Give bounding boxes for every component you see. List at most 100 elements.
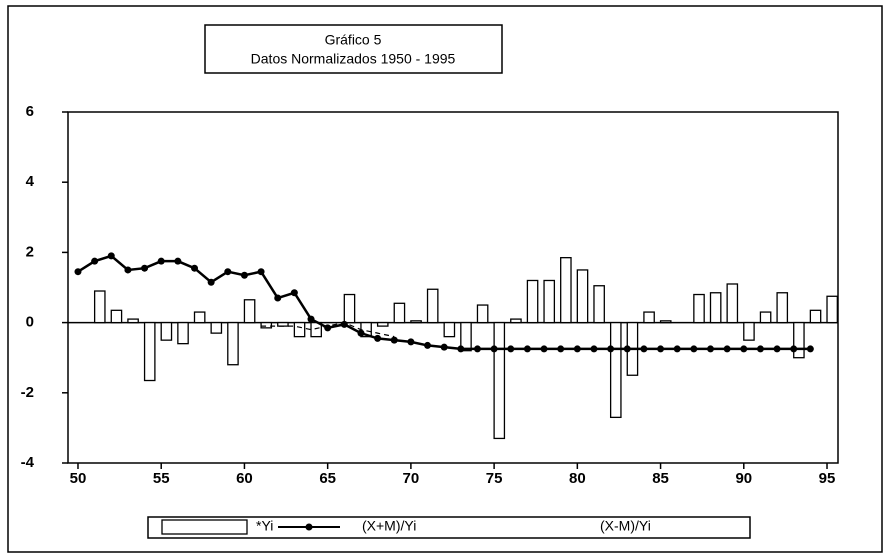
bar	[743, 321, 755, 341]
x-tick-label: 70	[403, 470, 420, 487]
point	[473, 345, 481, 353]
legend-swatch	[305, 523, 313, 531]
point	[806, 345, 814, 353]
point	[773, 345, 781, 353]
x-tick-label: 85	[652, 470, 669, 487]
bar	[410, 320, 422, 324]
bar	[93, 290, 106, 324]
bar	[809, 309, 822, 324]
bar	[643, 311, 655, 324]
bar	[693, 293, 705, 324]
legend-label: (X+M)/Yi	[362, 518, 416, 534]
bar	[543, 279, 556, 324]
bar	[510, 318, 522, 324]
bar	[343, 293, 356, 324]
point	[424, 341, 432, 349]
point	[573, 345, 581, 353]
x-tick-label: 55	[153, 470, 170, 487]
point	[690, 345, 698, 353]
bar	[376, 321, 389, 327]
x-tick-label: 65	[319, 470, 336, 487]
y-tick-label: 6	[26, 103, 34, 120]
bar	[160, 321, 173, 341]
y-tick-label: -4	[21, 454, 35, 471]
point	[207, 278, 215, 286]
point	[107, 252, 115, 260]
point	[657, 345, 665, 353]
bar	[493, 321, 506, 440]
x-tick-label: 90	[735, 470, 752, 487]
bar	[227, 321, 239, 366]
bar	[560, 257, 572, 324]
bar	[110, 309, 123, 324]
point	[290, 289, 298, 297]
bar	[260, 321, 273, 329]
bar	[127, 318, 139, 324]
bar	[177, 321, 189, 345]
bar	[609, 321, 622, 419]
bar	[709, 292, 722, 324]
bar	[776, 292, 789, 324]
bar	[759, 311, 772, 324]
point	[607, 345, 615, 353]
bar	[526, 279, 539, 324]
point	[557, 345, 565, 353]
title-box	[204, 24, 503, 74]
bar	[726, 283, 739, 324]
chart-title: Gráfico 5	[325, 32, 382, 48]
bar	[576, 269, 589, 324]
x-tick-label: 50	[70, 470, 87, 487]
legend-swatch	[161, 519, 248, 535]
point	[440, 343, 448, 351]
legend	[147, 516, 751, 539]
point	[174, 257, 182, 265]
bar	[793, 321, 805, 359]
frame	[7, 5, 883, 553]
point	[91, 257, 99, 265]
point	[723, 345, 731, 353]
bar	[460, 321, 472, 352]
point	[706, 345, 714, 353]
point	[141, 264, 149, 272]
point	[157, 257, 165, 265]
bar	[826, 295, 838, 324]
bar	[243, 299, 256, 324]
point	[623, 345, 631, 353]
x-tick-label: 75	[486, 470, 503, 487]
x-tick-label: 95	[819, 470, 836, 487]
bar	[426, 288, 439, 324]
point	[540, 345, 548, 353]
bar	[443, 321, 456, 338]
y-tick-label: 0	[26, 314, 34, 331]
bar	[393, 302, 406, 324]
point	[673, 345, 681, 353]
bar	[193, 311, 206, 324]
bar	[593, 285, 605, 324]
point	[340, 320, 348, 328]
y-tick-label: -2	[21, 384, 34, 401]
chart-subtitle: Datos Normalizados 1950 - 1995	[251, 51, 456, 67]
point	[390, 336, 398, 344]
y-tick-label: 2	[26, 243, 34, 260]
point	[240, 271, 248, 279]
bar	[476, 304, 489, 324]
point	[790, 345, 798, 353]
legend-label: *Yi	[256, 518, 273, 534]
point	[74, 268, 82, 276]
point	[523, 345, 531, 353]
point	[224, 268, 232, 276]
point	[191, 264, 199, 272]
point	[457, 345, 465, 353]
point	[407, 338, 415, 346]
point	[324, 324, 332, 332]
point	[756, 345, 764, 353]
legend-label: (X-M)/Yi	[600, 518, 651, 534]
y-tick-label: 4	[26, 173, 35, 190]
point	[490, 345, 498, 353]
point	[357, 329, 365, 337]
point	[274, 294, 282, 302]
point	[257, 268, 265, 276]
line	[261, 321, 395, 338]
point	[307, 315, 315, 323]
